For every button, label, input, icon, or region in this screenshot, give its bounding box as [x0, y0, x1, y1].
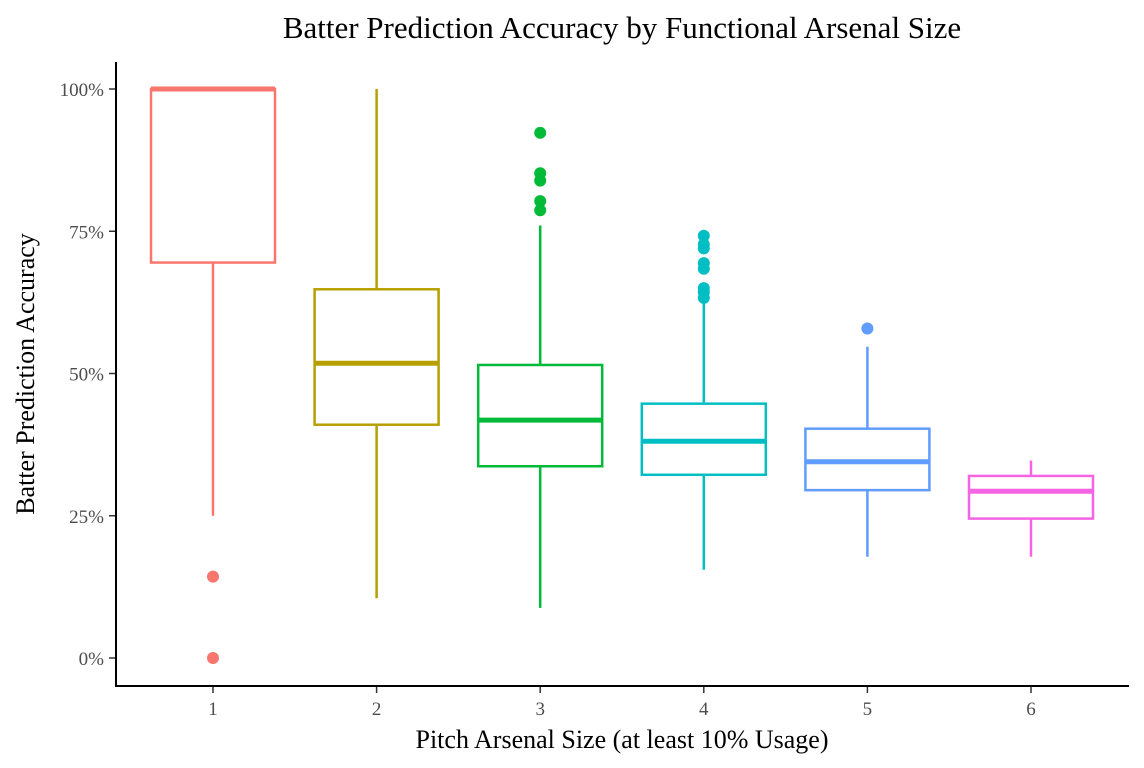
chart-title: Batter Prediction Accuracy by Functional…	[283, 10, 961, 45]
box-group-6	[967, 460, 1095, 557]
outlier-point	[697, 242, 710, 255]
box-iqr	[313, 288, 440, 426]
box-group-5	[804, 322, 931, 557]
x-tick-label: 4	[699, 699, 709, 720]
outlier-point	[207, 570, 219, 583]
y-axis-ticks: 0% 25% 50% 75% 100%	[60, 80, 116, 670]
outlier-point	[697, 262, 710, 275]
y-tick-label: 25%	[69, 507, 104, 528]
outlier-point	[534, 195, 547, 208]
box-iqr	[476, 363, 604, 468]
x-tick-label: 3	[535, 699, 545, 720]
y-tick-label: 50%	[69, 365, 104, 386]
box-iqr	[967, 474, 1095, 520]
outlier-point	[207, 652, 219, 664]
outlier-point	[534, 126, 547, 139]
box-iqr	[149, 87, 277, 264]
box-group-4	[640, 229, 768, 570]
x-axis-title: Pitch Arsenal Size (at least 10% Usage)	[416, 725, 829, 754]
outlier-point	[534, 204, 547, 217]
outlier-point	[697, 291, 710, 304]
outlier-point	[861, 322, 874, 335]
box-series	[149, 86, 1095, 664]
box-group-2	[313, 89, 440, 599]
x-tick-label: 1	[208, 699, 218, 720]
x-tick-label: 6	[1026, 699, 1036, 720]
y-tick-label: 0%	[79, 649, 105, 670]
x-tick-label: 2	[372, 699, 382, 720]
y-tick-label: 100%	[60, 80, 105, 101]
x-axis-ticks: 1 2 3 4 5 6	[208, 686, 1036, 720]
outlier-point	[534, 174, 547, 187]
outlier-point	[697, 229, 710, 242]
y-axis-title: Batter Prediction Accuracy	[11, 233, 40, 515]
box-group-1	[149, 86, 277, 664]
x-tick-label: 5	[863, 699, 873, 720]
box-group-3	[476, 126, 604, 608]
y-tick-label: 75%	[69, 222, 104, 243]
